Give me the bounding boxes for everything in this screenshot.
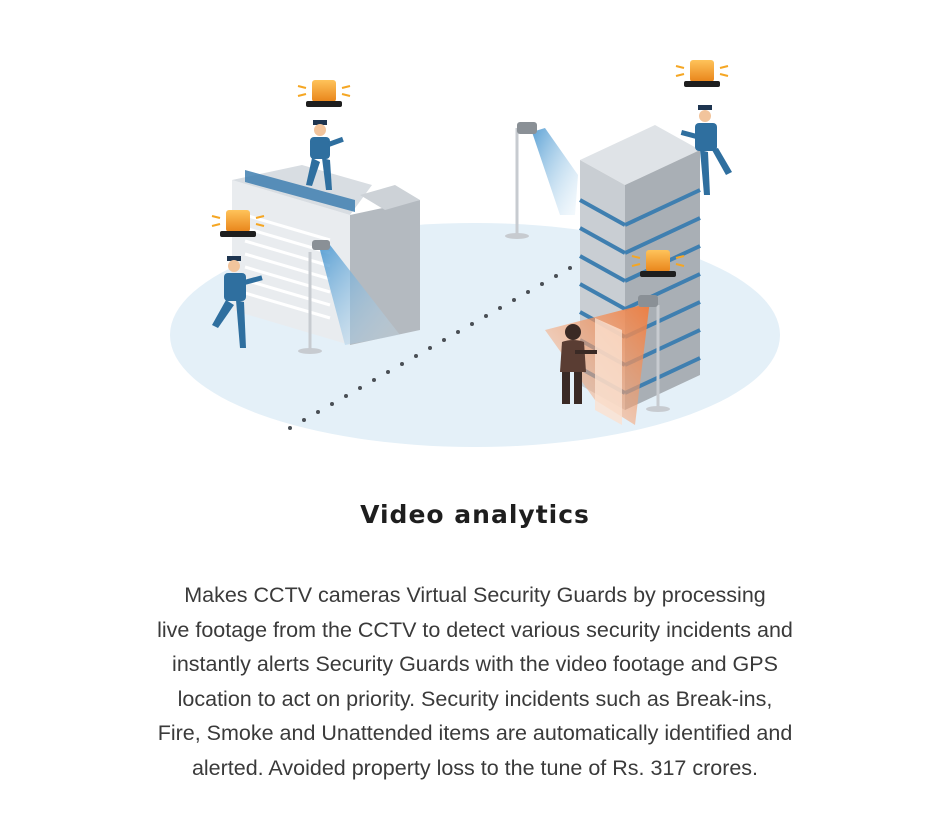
- siren-icon-top-right: [675, 60, 729, 87]
- siren-icon-top-left: [297, 80, 351, 107]
- section-title: Video analytics: [360, 500, 590, 529]
- guard-figure-roof: [306, 120, 344, 190]
- center-camera: [505, 122, 578, 239]
- dotted-path: [288, 266, 572, 430]
- section-description: Makes CCTV cameras Virtual Security Guar…: [60, 578, 890, 785]
- siren-icon-tower: [631, 250, 685, 277]
- description-line: live footage from the CCTV to detect var…: [157, 617, 793, 642]
- description-line: alerted. Avoided property loss to the tu…: [191, 755, 759, 780]
- intruder-figure: [560, 324, 597, 404]
- security-scene-illustration: [170, 60, 780, 447]
- siren-icon-left: [211, 210, 265, 237]
- left-camera: [298, 240, 330, 354]
- guard-figure-left: [212, 256, 263, 348]
- tower-camera: [638, 295, 670, 412]
- description-line: location to act on priority. Security in…: [177, 686, 773, 711]
- guard-figure-tower: [680, 105, 732, 195]
- left-building: [232, 165, 420, 345]
- description-line: instantly alerts Security Guards with th…: [172, 652, 778, 676]
- description-line: Fire, Smoke and Unattended items are aut…: [157, 721, 793, 745]
- description-line: Makes CCTV cameras Virtual Security Guar…: [184, 583, 766, 607]
